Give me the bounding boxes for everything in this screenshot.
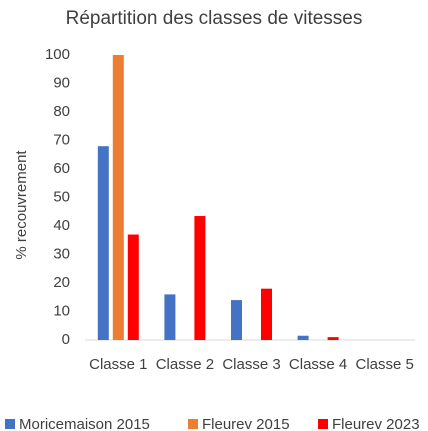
y-tick-label: 0 <box>62 331 70 348</box>
y-tick-label: 60 <box>53 160 70 177</box>
x-tick-label: Classe 2 <box>156 356 214 373</box>
y-tick-label: 10 <box>53 302 70 319</box>
bar <box>327 337 339 340</box>
y-tick-label: 30 <box>53 245 70 262</box>
bar <box>194 216 206 340</box>
chart-title: Répartition des classes de vitesses <box>66 8 363 29</box>
y-tick-label: 20 <box>53 274 70 291</box>
bar <box>297 335 309 340</box>
bar <box>112 55 124 340</box>
y-tick-label: 40 <box>53 217 70 234</box>
y-tick-label: 50 <box>53 188 70 205</box>
x-tick-label: Classe 3 <box>222 356 280 373</box>
legend-swatch <box>5 419 15 429</box>
bar <box>127 234 139 340</box>
legend-swatch <box>318 419 328 429</box>
x-tick-label: Classe 5 <box>356 356 414 373</box>
x-tick-label: Classe 4 <box>289 356 347 373</box>
legend-label: Fleurev 2023 <box>332 416 420 431</box>
legend-label: Moricemaison 2015 <box>19 416 150 431</box>
y-axis-label: % recouvrement <box>13 150 30 260</box>
bar <box>97 146 109 340</box>
legend-label: Fleurev 2015 <box>202 416 290 431</box>
y-tick-label: 100 <box>45 46 70 63</box>
bar <box>164 294 176 340</box>
legend-swatch <box>188 419 198 429</box>
x-tick-label: Classe 1 <box>89 356 147 373</box>
bar <box>231 300 242 340</box>
bar <box>261 288 272 340</box>
y-tick-label: 70 <box>53 131 70 148</box>
y-tick-label: 80 <box>53 103 70 120</box>
y-tick-label: 90 <box>53 74 70 91</box>
